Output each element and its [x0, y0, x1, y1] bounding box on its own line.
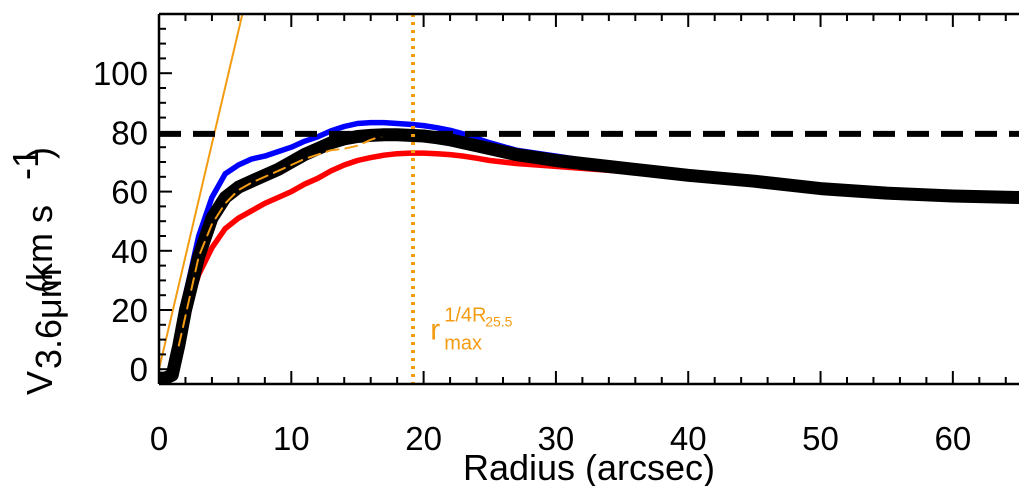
- orange-line: [159, 14, 244, 371]
- x-tick-label: 60: [934, 420, 971, 457]
- x-tick-label: 20: [405, 420, 442, 457]
- y-axis-title-main: V: [19, 371, 60, 395]
- annotation-superscript-subscript: 25.5: [485, 314, 512, 330]
- ticks-layer: [158, 13, 1007, 384]
- orange-dashed-curve: [177, 134, 385, 347]
- axis-titles-layer: Radius (arcsec) V3.6μm (km s -1): [5, 147, 715, 486]
- y-tick-label: 80: [111, 114, 148, 151]
- y-axis-title-close: ): [19, 147, 60, 159]
- y-axis-title: V3.6μm (km s -1): [5, 147, 69, 395]
- axes-layer: [157, 12, 1019, 386]
- tick-labels-layer: 0 10 20 30 40 50 60 0 20 40 60 80 100: [93, 55, 971, 457]
- y-tick-label: 40: [111, 233, 148, 270]
- y-tick-label: 20: [111, 292, 148, 329]
- x-tick-label: 50: [802, 420, 839, 457]
- annotation-subscript: max: [444, 333, 482, 355]
- x-tick-label: 40: [670, 420, 707, 457]
- x-tick-label: 30: [538, 420, 575, 457]
- reference-lines-layer: [159, 14, 1019, 384]
- x-tick-label: 0: [150, 420, 168, 457]
- y-tick-label: 0: [130, 351, 148, 388]
- annotation-superscript: 1/4R: [444, 305, 486, 327]
- y-tick-label: 100: [93, 55, 148, 92]
- y-axis-title-subscript: 3.6μm: [28, 268, 69, 369]
- curves-layer: [159, 14, 1019, 384]
- x-axis-title: Radius (arcsec): [463, 447, 715, 486]
- y-axis-title-superscript: -1: [5, 148, 46, 180]
- y-axis-title-units: (km s: [19, 205, 60, 293]
- y-tick-label: 60: [111, 174, 148, 211]
- x-tick-label: 10: [273, 420, 310, 457]
- annotation-r: r: [430, 314, 440, 347]
